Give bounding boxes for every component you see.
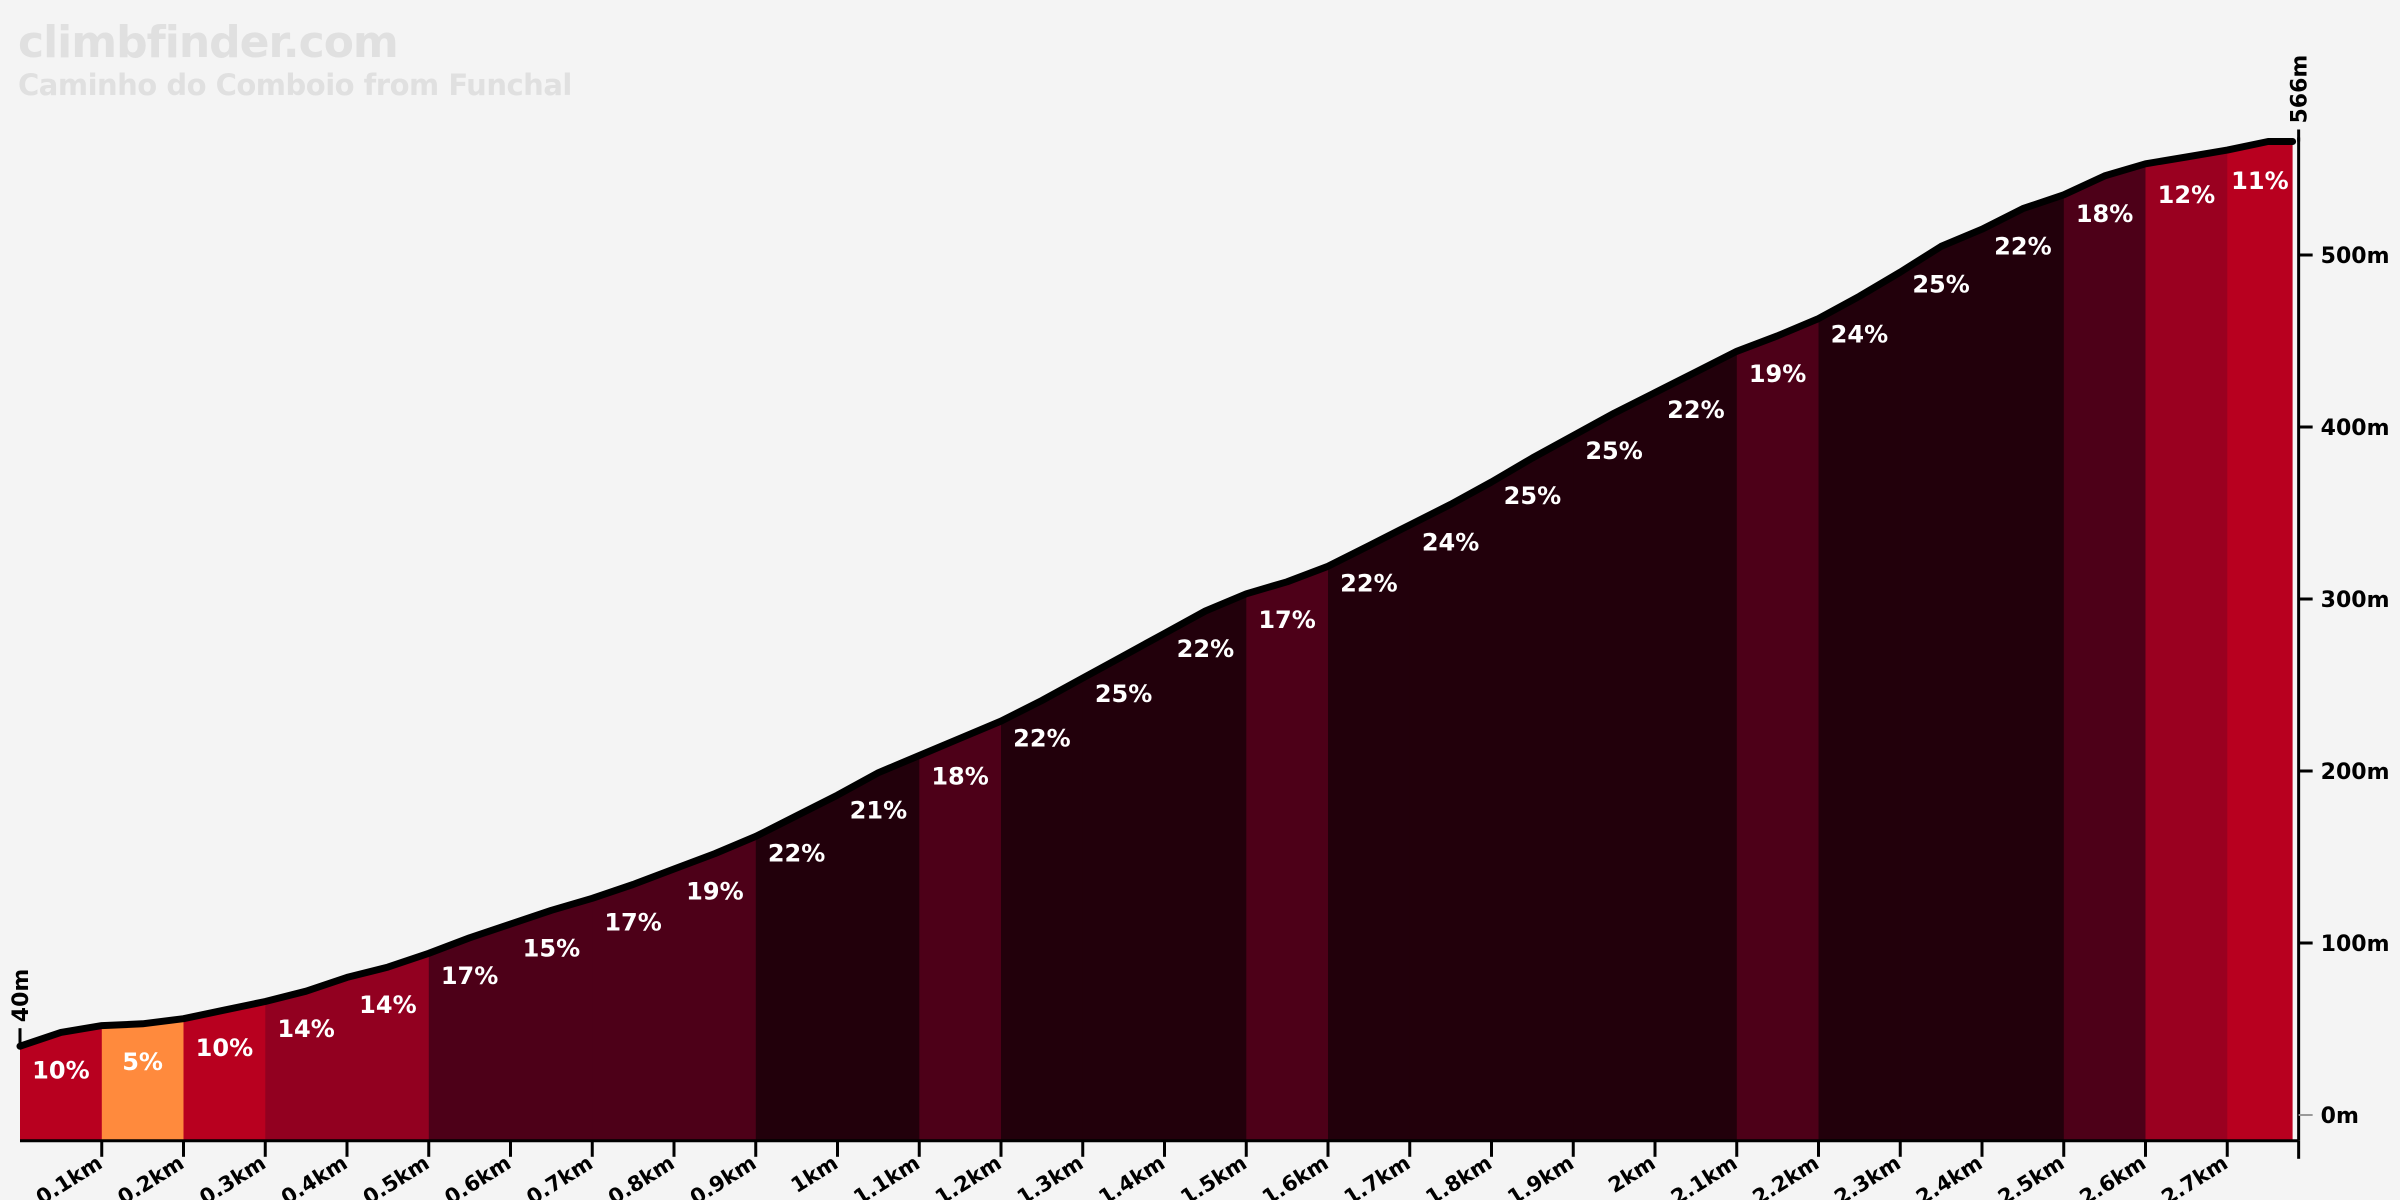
x-tick-label: 1.5km [1176, 1151, 1251, 1200]
elevation-line [16, 138, 2297, 1050]
grade-segment [1982, 141, 2065, 1141]
x-tick-label: 0.7km [522, 1151, 597, 1200]
grade-segment [919, 141, 1002, 1141]
watermark-climb-name: Caminho do Comboio from Funchal [18, 68, 572, 102]
endpoint-labels: 40m 566m [9, 55, 2313, 1047]
x-tick-label: 0.4km [277, 1151, 352, 1200]
x-tick-label: 1.7km [1340, 1151, 1415, 1200]
grade-label: 11% [2231, 167, 2288, 195]
x-tick-label: 2.2km [1748, 1151, 1823, 1200]
grade-label: 22% [1177, 635, 1234, 663]
x-tick-label: 2km [1604, 1151, 1660, 1198]
x-tick-label: 1.6km [1258, 1151, 1333, 1200]
y-tick-label: 100m [2321, 932, 2390, 957]
grade-label: 15% [523, 934, 580, 962]
y-tick-label: 0m [2321, 1104, 2359, 1129]
grade-segment [265, 141, 348, 1141]
grade-segment [1900, 141, 1983, 1141]
y-tick-label: 200m [2321, 760, 2390, 785]
grade-label: 22% [1994, 233, 2051, 261]
grade-label: 14% [359, 991, 416, 1019]
y-tick-label: 400m [2321, 416, 2390, 441]
y-tick-label: 300m [2321, 588, 2390, 613]
grade-label: 22% [1667, 396, 1724, 424]
grade-segments [20, 141, 2293, 1141]
x-tick-label: 2.7km [2157, 1151, 2232, 1200]
grade-segment [592, 141, 675, 1141]
grade-label: 25% [1095, 680, 1152, 708]
x-tick-label: 0.8km [604, 1151, 679, 1200]
grade-label: 17% [441, 962, 498, 990]
x-tick-label: 2.4km [1912, 1151, 1987, 1200]
grade-segment [2227, 141, 2293, 1141]
grade-segment [1491, 141, 1574, 1141]
grade-label: 17% [604, 909, 661, 937]
y-axis: 0m 100m 200m 300m 400m 500m [2297, 137, 2390, 1141]
grade-segment [2145, 141, 2228, 1141]
grade-segment [1573, 141, 1656, 1141]
grade-segment [1001, 141, 1084, 1141]
grade-segment [1164, 141, 1247, 1141]
x-axis: 0.1km 0.2km 0.3km 0.4km 0.5km 0.6km 0.7km 0.8km… [20, 1139, 2301, 1200]
grade-label: 24% [1831, 320, 1888, 348]
grade-label: 18% [2076, 200, 2133, 228]
x-tick-label: 1.1km [849, 1151, 924, 1200]
x-tick-label: 0.5km [359, 1151, 434, 1200]
grade-label: 21% [850, 797, 907, 825]
grade-label: 25% [1504, 482, 1561, 510]
grade-segment [674, 141, 757, 1141]
x-tick-label: 2.1km [1667, 1151, 1742, 1200]
grade-label: 17% [1258, 606, 1315, 634]
grade-label: 22% [1340, 570, 1397, 598]
x-tick-label: 1km [787, 1151, 843, 1198]
grade-labels: 10% 5% 10% 14% 14% 17% 15% 17% 19% 22% 21% 18% 22% 25… [32, 167, 2288, 1084]
grade-label: 12% [2158, 181, 2215, 209]
end-elevation-label: 566m [2288, 55, 2313, 124]
grade-segment [510, 141, 593, 1141]
grade-label: 25% [1585, 437, 1642, 465]
x-tick-label: 0.3km [195, 1151, 270, 1200]
grade-segment [1655, 141, 1738, 1141]
grade-segment [755, 141, 839, 1141]
x-tick-label: 1.2km [931, 1151, 1006, 1200]
x-tick-label: 2.5km [1994, 1151, 2069, 1200]
grade-segment [183, 141, 266, 1141]
grade-segment [101, 141, 185, 1141]
watermark-site: climbfinder.com [18, 17, 399, 68]
watermark: climbfinder.com Caminho do Comboio from … [18, 17, 572, 103]
x-tick-label: 0.1km [32, 1151, 107, 1200]
x-tick-label: 2.3km [1830, 1151, 1905, 1200]
grade-label: 22% [768, 840, 825, 868]
grade-segment [1409, 141, 1493, 1141]
grade-segment [837, 141, 920, 1141]
grade-label: 14% [277, 1015, 334, 1043]
x-tick-label: 0.9km [686, 1151, 761, 1200]
x-tick-label: 0.2km [113, 1151, 188, 1200]
grade-label: 10% [196, 1034, 253, 1062]
grade-label: 18% [931, 762, 988, 790]
start-elevation-label: 40m [9, 969, 34, 1023]
x-tick-label: 0.6km [440, 1151, 515, 1200]
grade-label: 24% [1422, 528, 1479, 556]
x-tick-label: 1.3km [1013, 1151, 1088, 1200]
grade-label: 19% [686, 878, 743, 906]
grade-label: 22% [1013, 725, 1070, 753]
y-tick-label: 500m [2321, 244, 2390, 269]
x-tick-label: 1.8km [1421, 1151, 1496, 1200]
grade-segment [1082, 141, 1166, 1141]
x-tick-label: 1.4km [1094, 1151, 1169, 1200]
grade-label: 25% [1912, 270, 1969, 298]
x-tick-label: 2.6km [2075, 1151, 2150, 1200]
grade-label: 19% [1749, 360, 1806, 388]
grade-label: 10% [32, 1056, 89, 1084]
grade-segment [1818, 141, 1901, 1141]
x-tick-label: 1.9km [1503, 1151, 1578, 1200]
grade-label: 5% [122, 1048, 163, 1076]
grade-segment [1736, 141, 1820, 1141]
grade-segment [2063, 141, 2147, 1141]
